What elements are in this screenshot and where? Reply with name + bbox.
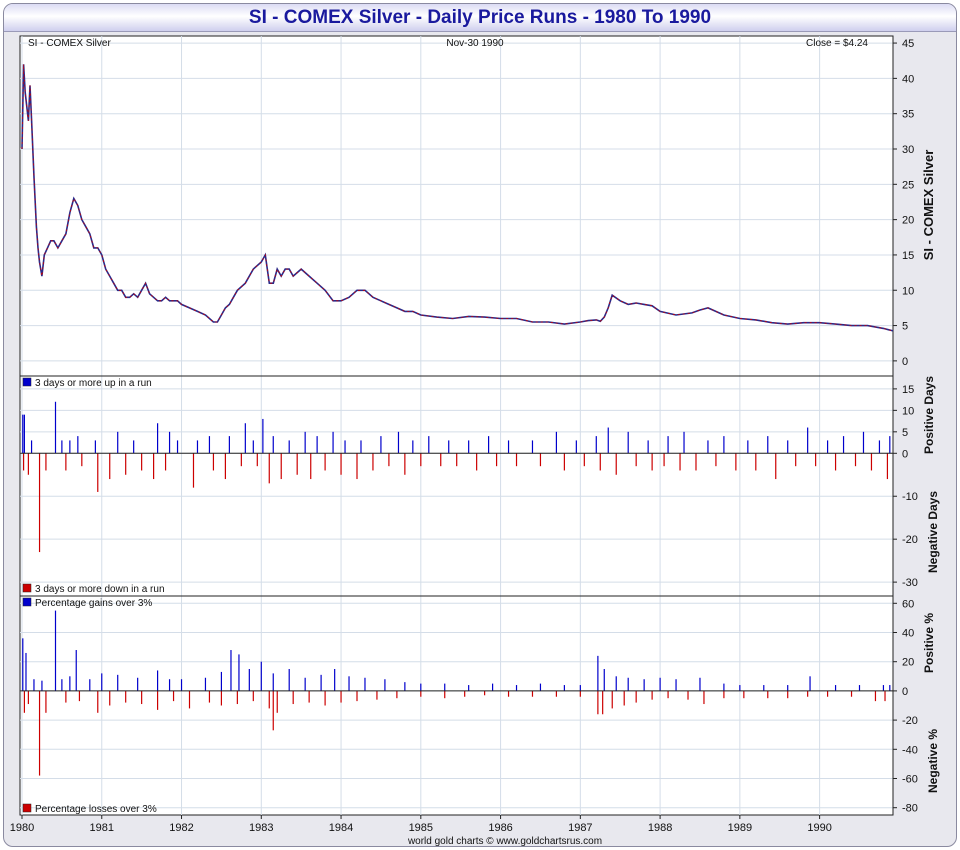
x-tick-label: 1985 <box>409 822 433 834</box>
panel-header-left: SI - COMEX Silver <box>28 38 111 49</box>
y-tick-label: 15 <box>902 384 914 396</box>
x-tick-label: 1980 <box>10 822 34 834</box>
x-tick-label: 1987 <box>568 822 592 834</box>
legend-swatch-down <box>22 583 32 593</box>
y-tick-label: 20 <box>902 215 914 227</box>
y-tick-label: -20 <box>902 534 918 546</box>
panel-header-right: Close = $4.24 <box>806 38 868 49</box>
y-tick-label: 25 <box>902 179 914 191</box>
y-tick-label: -40 <box>902 744 918 756</box>
legend-swatch-up <box>22 377 32 387</box>
price-line-down-ticks <box>21 64 894 332</box>
legend-label-down: 3 days or more down in a run <box>35 584 165 595</box>
legend-label-down: Percentage losses over 3% <box>35 804 157 815</box>
y-tick-label: -30 <box>902 577 918 589</box>
y-tick-label: 15 <box>902 250 914 262</box>
y-axis-title-top: Positive % <box>922 613 936 673</box>
y-axis-title: SI - COMEX Silver <box>921 150 936 261</box>
chart-title: SI - COMEX Silver - Daily Price Runs - 1… <box>4 4 956 32</box>
y-tick-label: -20 <box>902 715 918 727</box>
y-tick-label: 60 <box>902 598 914 610</box>
y-tick-label: 5 <box>902 427 908 439</box>
y-tick-label: 0 <box>902 686 908 698</box>
y-tick-label: 5 <box>902 321 908 333</box>
x-tick-label: 1984 <box>329 822 353 834</box>
y-axis-title-bottom: Negative % <box>926 729 940 793</box>
y-tick-label: 40 <box>902 628 914 640</box>
x-tick-label: 1986 <box>488 822 512 834</box>
x-tick-label: 1989 <box>728 822 752 834</box>
x-tick-label: 1990 <box>807 822 831 834</box>
x-tick-label: 1981 <box>90 822 114 834</box>
y-tick-label: 10 <box>902 405 914 417</box>
y-tick-label: 10 <box>902 285 914 297</box>
y-tick-label: 20 <box>902 657 914 669</box>
x-tick-label: 1983 <box>249 822 273 834</box>
footer-credit: world gold charts © www.goldchartsrus.co… <box>407 836 602 847</box>
x-tick-label: 1982 <box>169 822 193 834</box>
legend-label-up: 3 days or more up in a run <box>35 378 152 389</box>
legend-swatch-up <box>22 597 32 607</box>
y-axis-title-top: Positive Days <box>922 376 936 454</box>
y-tick-label: 30 <box>902 144 914 156</box>
y-tick-label: -60 <box>902 774 918 786</box>
y-tick-label: 45 <box>902 38 914 50</box>
y-tick-label: 0 <box>902 356 908 368</box>
plot-area <box>19 35 894 816</box>
x-tick-label: 1988 <box>648 822 672 834</box>
y-tick-label: 0 <box>902 448 908 460</box>
y-axis-title-bottom: Negative Days <box>926 491 940 573</box>
legend-label-up: Percentage gains over 3% <box>35 598 152 609</box>
y-tick-label: 35 <box>902 109 914 121</box>
legend-swatch-down <box>22 803 32 813</box>
y-tick-label: -10 <box>902 491 918 503</box>
y-tick-label: -80 <box>902 803 918 815</box>
panel-header-center: Nov-30 1990 <box>446 38 504 49</box>
y-tick-label: 40 <box>902 73 914 85</box>
